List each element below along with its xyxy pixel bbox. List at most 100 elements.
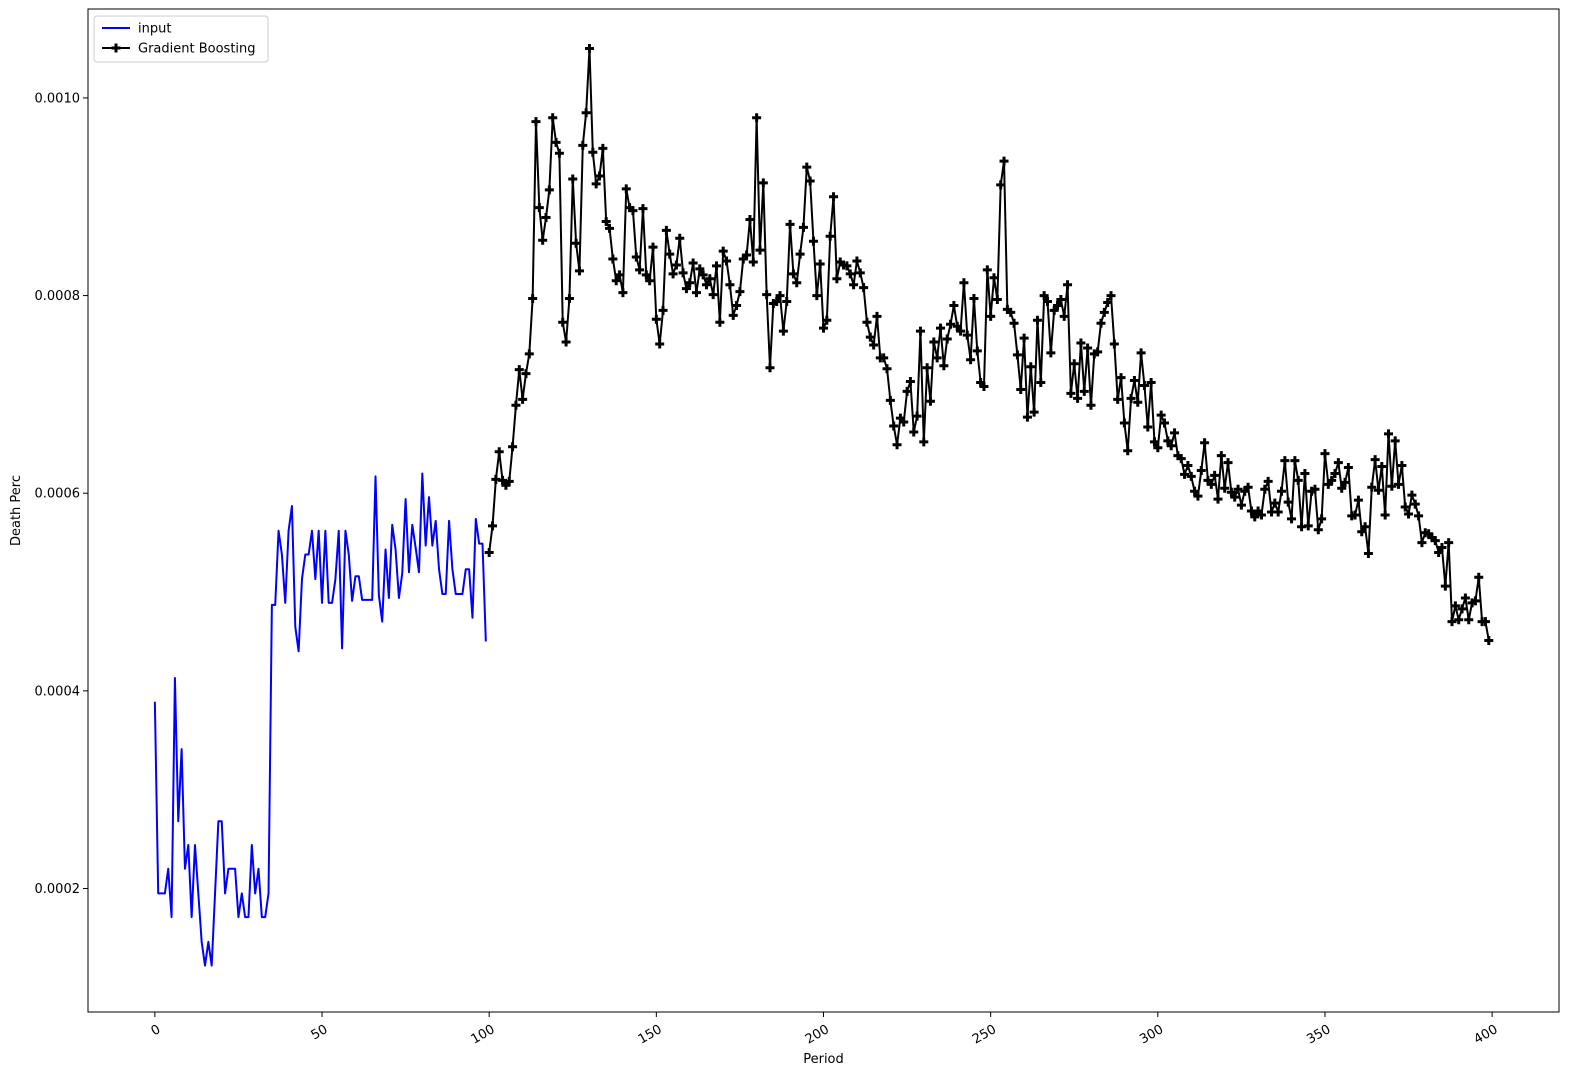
series-point-gradient-boosting: [1226, 487, 1236, 497]
series-point-gradient-boosting: [638, 204, 648, 214]
series-point-gradient-boosting: [732, 300, 742, 310]
series-point-gradient-boosting: [708, 290, 718, 300]
series-point-gradient-boosting: [578, 140, 588, 150]
series-point-gradient-boosting: [534, 203, 544, 213]
series-point-gradient-boosting: [1444, 538, 1454, 548]
series-point-gradient-boosting: [1273, 507, 1283, 517]
series-point-gradient-boosting: [1243, 482, 1253, 492]
series-point-gradient-boosting: [882, 364, 892, 374]
series-point-gradient-boosting: [518, 394, 528, 404]
series-point-gradient-boosting: [611, 276, 621, 286]
series-point-gradient-boosting: [691, 288, 701, 298]
series-point-gradient-boosting: [678, 268, 688, 278]
series-point-gradient-boosting: [1210, 470, 1220, 480]
series-point-gradient-boosting: [564, 294, 574, 304]
series-point-gradient-boosting: [715, 317, 725, 327]
series-point-gradient-boosting: [765, 363, 775, 373]
series-point-gradient-boosting: [705, 274, 715, 284]
series-point-gradient-boosting: [1086, 400, 1096, 410]
series-point-gradient-boosting: [695, 264, 705, 274]
series-point-gradient-boosting: [1390, 436, 1400, 446]
series-point-gradient-boosting: [969, 294, 979, 304]
series-point-gradient-boosting: [698, 270, 708, 280]
series-point-gradient-boosting: [802, 162, 812, 172]
series-point-gradient-boosting: [598, 143, 608, 153]
y-tick-label: 0.0002: [35, 882, 81, 897]
series-point-gradient-boosting: [685, 278, 695, 288]
series-point-gradient-boosting: [795, 249, 805, 259]
series-point-gradient-boosting: [574, 266, 584, 276]
series-point-gradient-boosting: [504, 476, 514, 486]
series-point-gradient-boosting: [544, 185, 554, 195]
series-point-gradient-boosting: [902, 386, 912, 396]
series-point-gradient-boosting: [618, 288, 628, 298]
series-point-gradient-boosting: [966, 355, 976, 365]
legend-marker-gradient-boosting: [111, 43, 121, 53]
series-point-gradient-boosting: [1480, 617, 1490, 627]
series-point-gradient-boosting: [1156, 410, 1166, 420]
series-point-gradient-boosting: [1220, 483, 1230, 493]
series-point-gradient-boosting: [745, 214, 755, 224]
series-point-gradient-boosting: [1437, 543, 1447, 553]
series-point-gradient-boosting: [628, 206, 638, 216]
series-point-gradient-boosting: [568, 174, 578, 184]
series-point-gradient-boosting: [959, 278, 969, 288]
series-point-gradient-boosting: [929, 337, 939, 347]
series-point-gradient-boosting: [832, 274, 842, 284]
series-point-gradient-boosting: [808, 236, 818, 246]
series-point-gradient-boosting: [1019, 333, 1029, 343]
series-point-gradient-boosting: [1387, 481, 1397, 491]
series-point-gradient-boosting: [1153, 443, 1163, 453]
series-point-gradient-boosting: [852, 256, 862, 266]
series-point-gradient-boosting: [1414, 511, 1424, 521]
series-point-gradient-boosting: [1333, 458, 1343, 468]
series-point-gradient-boosting: [1447, 617, 1457, 627]
series-point-gradient-boosting: [1163, 436, 1173, 446]
series-point-gradient-boosting: [1417, 538, 1427, 548]
series-point-gradient-boosting: [1353, 495, 1363, 505]
series-point-gradient-boosting: [1096, 318, 1106, 328]
series-point-gradient-boosting: [845, 269, 855, 279]
series-point-gradient-boosting: [1270, 498, 1280, 508]
legend: input Gradient Boosting: [93, 15, 269, 63]
series-point-gradient-boosting: [608, 254, 618, 264]
x-tick-label: 100: [469, 1022, 498, 1047]
series-point-gradient-boosting: [635, 265, 645, 275]
series-point-gradient-boosting: [925, 396, 935, 406]
series-point-gradient-boosting: [1006, 307, 1016, 317]
series-point-gradient-boosting: [1039, 291, 1049, 301]
series-point-gradient-boosting: [979, 381, 989, 391]
series-point-gradient-boosting: [855, 268, 865, 278]
y-axis-label: Death Perc: [9, 475, 24, 546]
series-point-gradient-boosting: [1440, 581, 1450, 591]
series-point-gradient-boosting: [946, 319, 956, 329]
x-tick-label: 200: [803, 1022, 832, 1047]
series-point-gradient-boosting: [1139, 380, 1149, 390]
series-point-gradient-boosting: [782, 297, 792, 306]
series-point-gradient-boosting: [1290, 456, 1300, 466]
y-axis-ticks: 0.0002 0.0004 0.0006 0.0008 0.0010: [35, 91, 88, 897]
series-point-gradient-boosting: [1216, 451, 1226, 461]
series-point-gradient-boosting: [541, 213, 551, 223]
axes: [87, 8, 1560, 1013]
series-point-gradient-boosting: [665, 249, 675, 259]
series-point-gradient-boosting: [561, 337, 571, 347]
series-point-gradient-boosting: [982, 265, 992, 275]
series-point-gradient-boosting: [919, 437, 929, 447]
series-point-gradient-boosting: [862, 317, 872, 327]
series-point-gradient-boosting: [631, 252, 641, 262]
y-tick-label: 0.0008: [35, 289, 81, 304]
series-point-gradient-boosting: [1180, 469, 1190, 479]
series-point-gradient-boosting: [1373, 485, 1383, 495]
series-point-gradient-boosting: [1457, 604, 1467, 614]
series-point-gradient-boosting: [1126, 393, 1136, 403]
series-point-gradient-boosting: [1196, 465, 1206, 475]
series-point-gradient-boosting: [1012, 350, 1022, 360]
series-point-gradient-boosting: [1320, 449, 1330, 459]
series-point-gradient-boosting: [1206, 479, 1216, 489]
series-point-gradient-boosting: [538, 235, 548, 245]
series-point-gradient-boosting: [952, 321, 962, 331]
series-point-gradient-boosting: [1357, 527, 1367, 537]
series-line-input: [153, 472, 487, 967]
